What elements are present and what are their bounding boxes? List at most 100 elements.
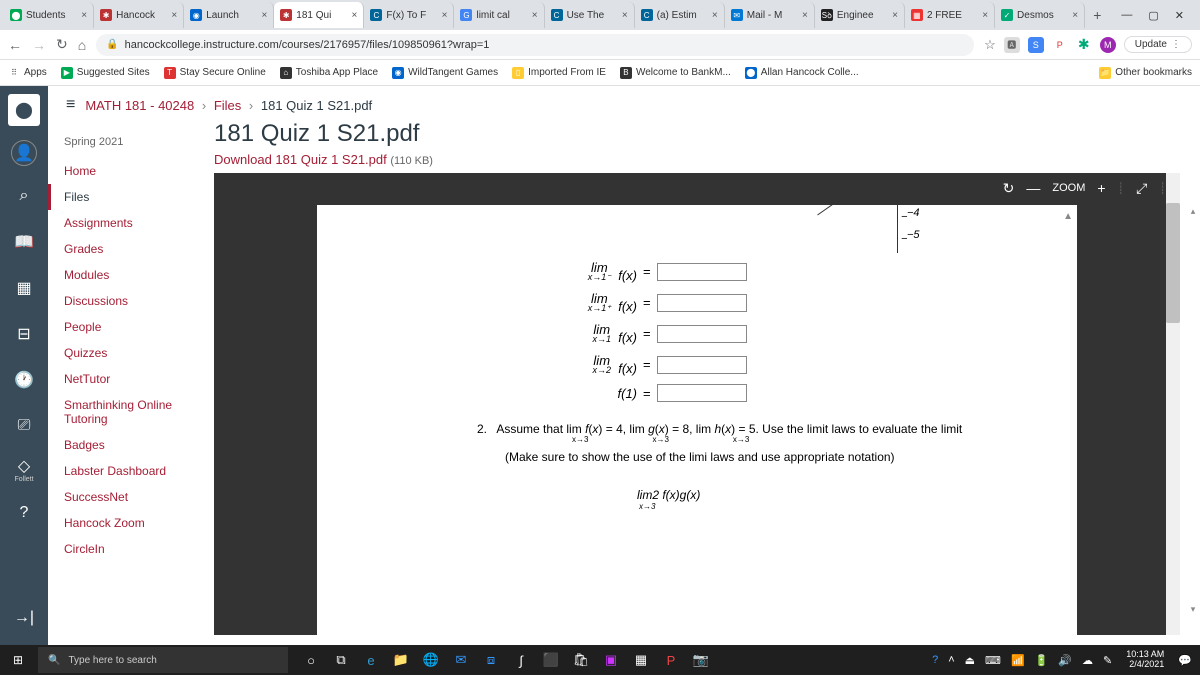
answer-box[interactable]: [657, 325, 747, 343]
tr-keyboard[interactable]: ⌨: [985, 654, 1001, 667]
ti-app3[interactable]: ▦: [628, 647, 654, 673]
answer-box[interactable]: [657, 384, 747, 402]
omnibox[interactable]: 🔒 hancockcollege.instructure.com/courses…: [96, 34, 974, 56]
course-nav-item[interactable]: Badges: [48, 432, 208, 458]
browser-tab[interactable]: ▦2 FREE×: [905, 2, 995, 28]
pdf-content[interactable]: ▲ − − −4 −5 limx→1⁻ f(x)=limx→1⁺ f(x)=li…: [214, 203, 1180, 635]
pdf-scrollbar[interactable]: [1166, 173, 1180, 635]
browser-tab[interactable]: CF(x) To F×: [364, 2, 454, 28]
tab-close-icon[interactable]: ×: [802, 10, 808, 21]
gn-calendar[interactable]: ▦: [8, 272, 40, 304]
course-nav-item[interactable]: Labster Dashboard: [48, 458, 208, 484]
tab-close-icon[interactable]: ×: [892, 10, 898, 21]
course-nav-item[interactable]: Files: [48, 184, 208, 210]
course-nav-item[interactable]: Home: [48, 158, 208, 184]
tr-notifications[interactable]: 💬: [1178, 654, 1192, 667]
tr-wifi[interactable]: 📶: [1011, 654, 1025, 667]
tr-usb[interactable]: ⏏: [965, 654, 975, 667]
star-icon[interactable]: ☆: [984, 37, 996, 53]
tab-close-icon[interactable]: ×: [622, 10, 628, 21]
ext-icon-1[interactable]: 🅰: [1004, 37, 1020, 53]
bookmark-item[interactable]: ◉WildTangent Games: [392, 67, 498, 79]
course-nav-item[interactable]: Grades: [48, 236, 208, 262]
bookmark-item[interactable]: ⌂Toshiba App Place: [280, 67, 378, 79]
tr-pen[interactable]: ✎: [1103, 654, 1112, 667]
ext-icon-2[interactable]: S: [1028, 37, 1044, 53]
gn-inbox[interactable]: ⊟: [8, 318, 40, 350]
ti-dropbox[interactable]: ⧈: [478, 647, 504, 673]
home-button[interactable]: ⌂: [78, 37, 86, 53]
tab-close-icon[interactable]: ×: [352, 10, 358, 21]
ext-icon-4[interactable]: ✱: [1076, 37, 1092, 53]
ti-explorer[interactable]: 📁: [388, 647, 414, 673]
gn-expand[interactable]: →|: [14, 609, 34, 637]
tab-close-icon[interactable]: ×: [982, 10, 988, 21]
browser-tab[interactable]: SꝺEnginee×: [815, 2, 905, 28]
other-bookmarks[interactable]: 📁 Other bookmarks: [1099, 67, 1192, 79]
browser-tab[interactable]: ✱181 Qui×: [274, 2, 364, 28]
ext-icon-3[interactable]: P: [1052, 37, 1068, 53]
pdf-zoom-in[interactable]: +: [1097, 180, 1105, 196]
course-nav-item[interactable]: Quizzes: [48, 340, 208, 366]
start-button[interactable]: ⊞: [0, 645, 36, 675]
breadcrumb-files[interactable]: Files: [214, 98, 241, 113]
gn-history[interactable]: 🕐: [8, 364, 40, 396]
browser-tab[interactable]: CUse The×: [545, 2, 635, 28]
gn-courses[interactable]: 📖: [8, 226, 40, 258]
tab-close-icon[interactable]: ×: [712, 10, 718, 21]
course-nav-item[interactable]: Assignments: [48, 210, 208, 236]
course-nav-item[interactable]: CircleIn: [48, 536, 208, 562]
tr-onedrive[interactable]: ☁: [1082, 654, 1093, 667]
answer-box[interactable]: [657, 263, 747, 281]
course-nav-item[interactable]: Discussions: [48, 288, 208, 314]
hamburger-icon[interactable]: ≡: [66, 96, 75, 114]
pdf-page-scroll-up[interactable]: ▲: [1063, 211, 1073, 222]
tab-close-icon[interactable]: ×: [442, 10, 448, 21]
new-tab-button[interactable]: +: [1085, 7, 1109, 23]
course-nav-item[interactable]: SuccessNet: [48, 484, 208, 510]
taskbar-clock[interactable]: 10:13 AM 2/4/2021: [1122, 650, 1168, 670]
answer-box[interactable]: [657, 294, 747, 312]
browser-tab[interactable]: Glimit cal×: [454, 2, 544, 28]
gn-follett-icon[interactable]: ◇Follett: [8, 456, 40, 483]
reload-button[interactable]: ↻: [56, 36, 68, 53]
profile-avatar[interactable]: M: [1100, 37, 1116, 53]
close-window-button[interactable]: ✕: [1175, 9, 1184, 22]
gn-commons[interactable]: ⎚: [8, 410, 40, 442]
ti-office[interactable]: ⬛: [538, 647, 564, 673]
tr-chevron[interactable]: ˄: [948, 654, 954, 666]
ti-app2[interactable]: ▣: [598, 647, 624, 673]
browser-tab[interactable]: ✉Mail - M×: [725, 2, 815, 28]
ti-taskview[interactable]: ⧉: [328, 647, 354, 673]
course-nav-item[interactable]: Smarthinking Online Tutoring: [48, 392, 208, 432]
tr-volume[interactable]: 🔊: [1058, 654, 1072, 667]
bookmark-item[interactable]: ⠿Apps: [8, 67, 47, 79]
gn-account[interactable]: 👤: [11, 140, 37, 166]
ti-edge[interactable]: e: [358, 647, 384, 673]
ti-mail[interactable]: ✉: [448, 647, 474, 673]
ti-cortana[interactable]: ○: [298, 647, 324, 673]
course-nav-item[interactable]: Hancock Zoom: [48, 510, 208, 536]
tab-close-icon[interactable]: ×: [261, 10, 267, 21]
bookmark-item[interactable]: ▯Imported From IE: [512, 67, 606, 79]
bookmark-item[interactable]: TStay Secure Online: [164, 67, 266, 79]
ti-ppt[interactable]: P: [658, 647, 684, 673]
download-link[interactable]: Download 181 Quiz 1 S21.pdf: [214, 152, 387, 167]
tr-help[interactable]: ?: [932, 654, 938, 666]
pdf-zoom-out[interactable]: —: [1026, 180, 1040, 196]
bookmark-item[interactable]: ▶Suggested Sites: [61, 67, 150, 79]
answer-box[interactable]: [657, 356, 747, 374]
pdf-fullscreen-icon[interactable]: ⤢: [1136, 180, 1147, 197]
browser-tab[interactable]: ✓Desmos×: [995, 2, 1085, 28]
gn-help[interactable]: ?: [8, 497, 40, 529]
forward-button[interactable]: →: [32, 37, 46, 53]
back-button[interactable]: ←: [8, 37, 22, 53]
browser-tab[interactable]: ◉Launch×: [184, 2, 274, 28]
update-button[interactable]: Update⋮: [1124, 36, 1192, 53]
ti-chrome[interactable]: 🌐: [418, 647, 444, 673]
browser-tab[interactable]: ⬤Students×: [4, 2, 94, 28]
pdf-rotate-icon[interactable]: ↻: [1003, 180, 1015, 197]
course-nav-item[interactable]: NetTutor: [48, 366, 208, 392]
bookmark-item[interactable]: BWelcome to BankM...: [620, 67, 731, 79]
ti-app1[interactable]: ∫: [508, 647, 534, 673]
